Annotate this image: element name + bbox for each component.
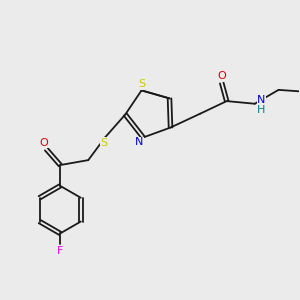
Text: O: O — [39, 138, 48, 148]
Text: N: N — [135, 137, 143, 147]
Text: N: N — [257, 95, 266, 105]
Text: S: S — [138, 80, 145, 89]
Text: H: H — [257, 105, 266, 116]
Text: F: F — [57, 246, 63, 256]
Text: S: S — [100, 138, 107, 148]
Text: O: O — [217, 71, 226, 81]
